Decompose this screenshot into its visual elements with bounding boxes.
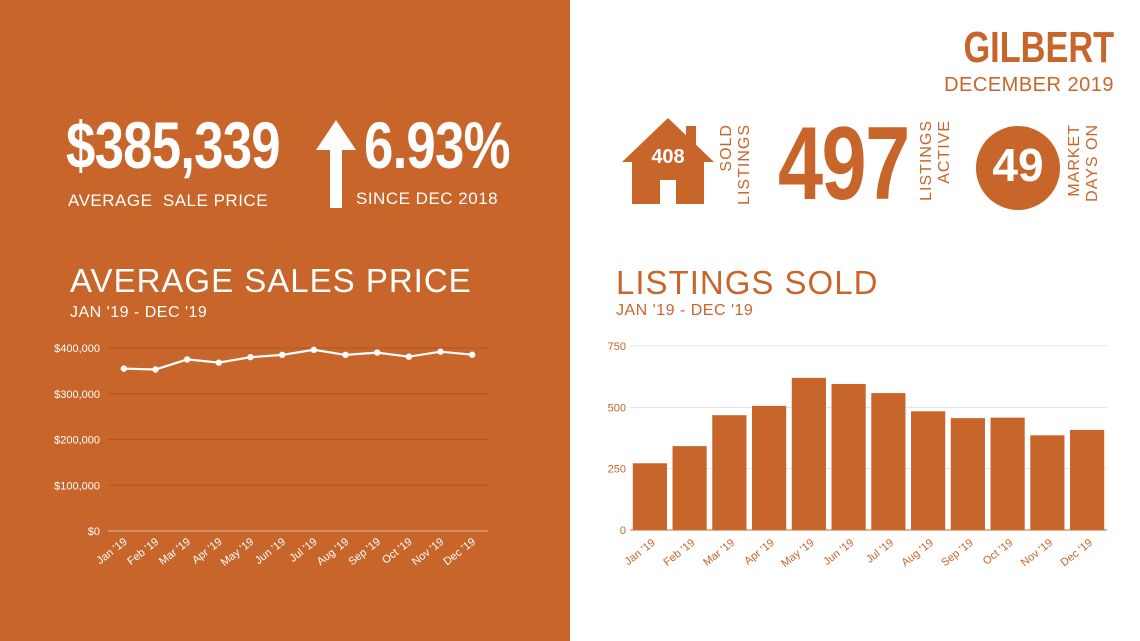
x-tick-label: Nov '19 xyxy=(1019,537,1056,569)
x-tick-label: Sep '19 xyxy=(939,537,976,569)
data-point xyxy=(152,366,159,373)
bar xyxy=(1070,429,1105,530)
data-point xyxy=(215,359,223,366)
series-line xyxy=(123,348,473,371)
percent-change-label: SINCE DEC 2018 xyxy=(356,189,499,208)
x-tick-label: Oct '19 xyxy=(981,537,1016,568)
x-tick-label: Feb '19 xyxy=(125,536,161,568)
x-tick-label: Jul '19 xyxy=(864,537,896,566)
active-listings-label-line1: ACTIVE xyxy=(936,120,953,184)
bar xyxy=(791,377,826,530)
bar xyxy=(871,393,906,530)
average-sale-price-value: $385,339 xyxy=(66,108,281,182)
data-point xyxy=(310,346,318,354)
y-tick-label: $400,000 xyxy=(54,343,100,355)
bar xyxy=(712,415,747,530)
bar xyxy=(831,384,866,530)
bar xyxy=(672,446,707,530)
listings-sold-bar-chart: 0 250 500 750 Jan '19 Feb '19 Mar '19 Apr '19 Ma… xyxy=(608,341,1107,570)
house-icon xyxy=(622,118,714,204)
data-point xyxy=(278,351,286,359)
right-panel xyxy=(570,0,1140,641)
active-listings-count: 497 xyxy=(778,106,910,222)
x-tick-label: Mar '19 xyxy=(701,537,737,569)
listings-sold-label-line1: LISTINGS xyxy=(736,124,753,205)
x-tick-label: Jan '19 xyxy=(95,536,130,567)
average-sale-price-label: AVERAGE SALE PRICE xyxy=(68,191,269,210)
report-month: DECEMBER 2019 xyxy=(944,74,1114,96)
data-point xyxy=(373,349,381,356)
y-tick-label: 750 xyxy=(608,341,626,353)
x-tick-label: Nov '19 xyxy=(410,536,447,568)
y-tick-label: 250 xyxy=(608,464,626,476)
x-tick-label: Aug '19 xyxy=(899,537,936,569)
bar xyxy=(911,411,946,530)
average-sales-price-line-chart: $0 $100,000 $200,000 $300,000 $400,000 Jan '1… xyxy=(54,343,488,569)
x-tick-label: Jan '19 xyxy=(623,537,658,568)
y-tick-label: 500 xyxy=(608,402,626,414)
bar xyxy=(632,463,667,530)
x-tick-label: Jun '19 xyxy=(821,537,856,568)
data-point xyxy=(183,356,191,363)
avg-sales-price-chart-title: AVERAGE SALES PRICE xyxy=(70,262,472,299)
listings-sold-count: 408 xyxy=(651,146,685,168)
x-tick-label: Jul '19 xyxy=(288,536,320,565)
y-tick-label: $0 xyxy=(88,526,100,538)
data-point xyxy=(468,351,476,358)
y-tick-label: 0 xyxy=(620,525,626,537)
bar xyxy=(752,405,787,530)
x-tick-label: Oct '19 xyxy=(380,536,415,567)
x-tick-label: Feb '19 xyxy=(661,537,697,569)
days-on-market-count: 49 xyxy=(992,139,1044,191)
y-tick-label: $100,000 xyxy=(54,480,100,492)
data-point xyxy=(247,353,254,361)
x-tick-label: May '19 xyxy=(779,537,816,570)
left-panel xyxy=(0,0,570,641)
x-tick-label: Apr '19 xyxy=(742,537,777,568)
bar xyxy=(990,417,1025,530)
data-point xyxy=(120,365,128,372)
arrow-up-icon xyxy=(316,120,356,208)
bar xyxy=(950,418,985,530)
y-tick-label: $300,000 xyxy=(54,389,100,401)
x-tick-label: Mar '19 xyxy=(157,536,193,568)
x-tick-label: Aug '19 xyxy=(315,536,352,568)
data-point xyxy=(405,353,413,360)
listings-sold-chart-title: LISTINGS SOLD xyxy=(616,264,879,301)
data-point xyxy=(437,348,444,355)
x-tick-label: Dec '19 xyxy=(1058,537,1095,569)
data-point xyxy=(342,351,349,359)
percent-change-value: 6.93% xyxy=(364,108,511,182)
avg-sales-price-chart-subtitle: JAN '19 - DEC '19 xyxy=(70,304,208,321)
days-on-market-circle xyxy=(976,126,1060,210)
x-tick-label: May '19 xyxy=(219,536,256,569)
x-tick-label: Sep '19 xyxy=(346,536,383,568)
x-tick-label: Dec '19 xyxy=(442,536,479,568)
listings-sold-label-line2: SOLD xyxy=(718,124,735,172)
bar xyxy=(1030,435,1065,530)
y-tick-label: $200,000 xyxy=(54,435,100,447)
x-tick-label: Jun '19 xyxy=(253,536,288,567)
days-on-market-label-line2: MARKET xyxy=(1066,124,1083,197)
city-name: GILBERT xyxy=(963,23,1114,72)
active-listings-label-line2: LISTINGS xyxy=(918,120,935,201)
x-tick-label: Apr '19 xyxy=(190,536,225,567)
listings-sold-chart-subtitle: JAN '19 - DEC '19 xyxy=(616,302,754,319)
days-on-market-label-line1: DAYS ON xyxy=(1084,124,1101,202)
